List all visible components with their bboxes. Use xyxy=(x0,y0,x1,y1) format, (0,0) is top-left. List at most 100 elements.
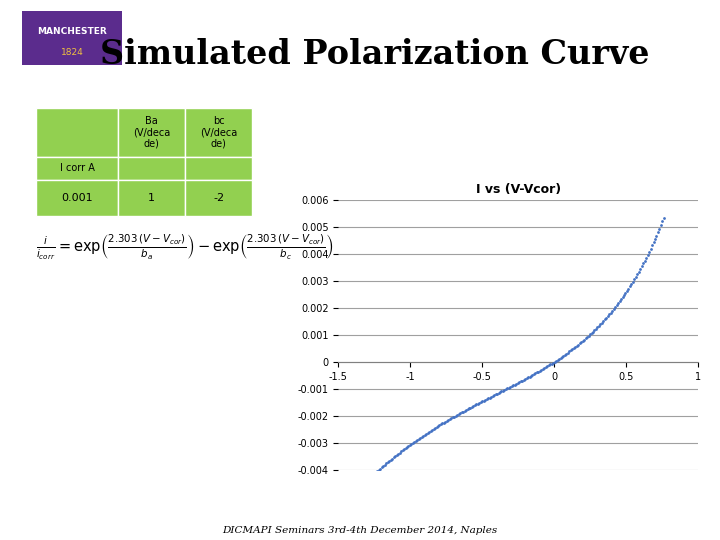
Point xyxy=(654,224,665,233)
Point xyxy=(572,340,584,349)
Point xyxy=(595,320,606,328)
Point xyxy=(409,437,420,446)
Text: MANCHESTER: MANCHESTER xyxy=(37,27,107,36)
Point xyxy=(648,238,660,247)
Point xyxy=(391,451,402,460)
Point xyxy=(598,316,609,325)
Point xyxy=(581,333,593,341)
Point xyxy=(578,335,590,344)
Point xyxy=(546,359,557,368)
Text: Ba
(V/deca
de): Ba (V/deca de) xyxy=(133,116,170,149)
Point xyxy=(376,463,387,471)
Point xyxy=(592,323,603,332)
Point xyxy=(398,445,410,454)
Point xyxy=(404,441,415,449)
Point xyxy=(381,459,392,468)
Point xyxy=(491,389,503,398)
Point xyxy=(562,348,574,357)
Point xyxy=(541,362,553,370)
Point xyxy=(544,360,556,369)
Point xyxy=(436,419,448,428)
Point xyxy=(494,388,505,396)
Point xyxy=(536,366,547,374)
Point xyxy=(457,407,469,416)
Point xyxy=(528,370,540,379)
Point xyxy=(590,325,602,333)
Point xyxy=(552,355,563,364)
Point xyxy=(549,357,560,366)
Point xyxy=(603,310,615,319)
Point xyxy=(512,379,523,387)
Point xyxy=(502,384,513,393)
Point xyxy=(570,343,581,352)
Point xyxy=(559,350,571,359)
Point xyxy=(611,301,622,309)
Point xyxy=(537,364,549,373)
Point xyxy=(495,387,507,396)
Point xyxy=(432,422,444,430)
Point xyxy=(616,295,627,303)
Point xyxy=(652,228,664,237)
Point xyxy=(600,313,612,322)
Point xyxy=(547,359,559,367)
Point xyxy=(429,423,441,432)
Point xyxy=(617,293,629,301)
Text: 0.001: 0.001 xyxy=(61,193,93,203)
Point xyxy=(438,418,450,427)
Text: bc
(V/deca
de): bc (V/deca de) xyxy=(200,116,237,149)
Point xyxy=(416,432,428,441)
Point xyxy=(505,382,516,391)
Point xyxy=(531,368,543,377)
Point xyxy=(613,297,625,306)
Point xyxy=(637,259,649,268)
Point xyxy=(564,347,575,356)
Point xyxy=(402,442,414,450)
Point xyxy=(567,345,578,354)
Point xyxy=(400,444,411,453)
Point xyxy=(475,398,487,407)
Text: -2: -2 xyxy=(213,193,224,203)
Point xyxy=(657,217,668,226)
Point xyxy=(640,253,652,262)
Point xyxy=(521,374,532,382)
Point xyxy=(420,429,432,438)
Point xyxy=(441,416,453,425)
Point xyxy=(540,363,552,372)
Point xyxy=(629,275,640,284)
Point xyxy=(443,416,454,424)
Point xyxy=(425,427,436,435)
Point xyxy=(384,457,395,465)
Point xyxy=(557,353,568,361)
Point xyxy=(509,380,521,389)
Point xyxy=(405,440,417,448)
Point xyxy=(407,438,418,447)
Point xyxy=(447,413,459,422)
Point xyxy=(571,341,582,350)
Point xyxy=(382,458,394,467)
Point xyxy=(472,400,484,408)
Point xyxy=(478,396,490,405)
Point xyxy=(621,286,633,295)
Point xyxy=(413,434,425,443)
Point xyxy=(609,303,621,312)
Point xyxy=(527,370,539,379)
Point xyxy=(631,270,643,279)
Point xyxy=(523,372,535,381)
Point xyxy=(647,241,658,250)
Point xyxy=(642,251,653,259)
Point xyxy=(449,412,460,421)
Text: DICMAPI Seminars 3rd-4th December 2014, Naples: DICMAPI Seminars 3rd-4th December 2014, … xyxy=(222,525,498,535)
Title: I vs (V-Vcor): I vs (V-Vcor) xyxy=(476,183,561,196)
Point xyxy=(503,383,515,392)
Point xyxy=(471,400,482,409)
Point xyxy=(435,420,446,429)
Point xyxy=(394,448,405,457)
Point xyxy=(589,326,600,334)
Point xyxy=(419,430,431,439)
Point xyxy=(423,427,435,436)
Point xyxy=(490,390,501,399)
Point xyxy=(412,435,423,444)
Point xyxy=(433,421,445,429)
Point xyxy=(534,367,546,375)
Point xyxy=(593,321,605,330)
